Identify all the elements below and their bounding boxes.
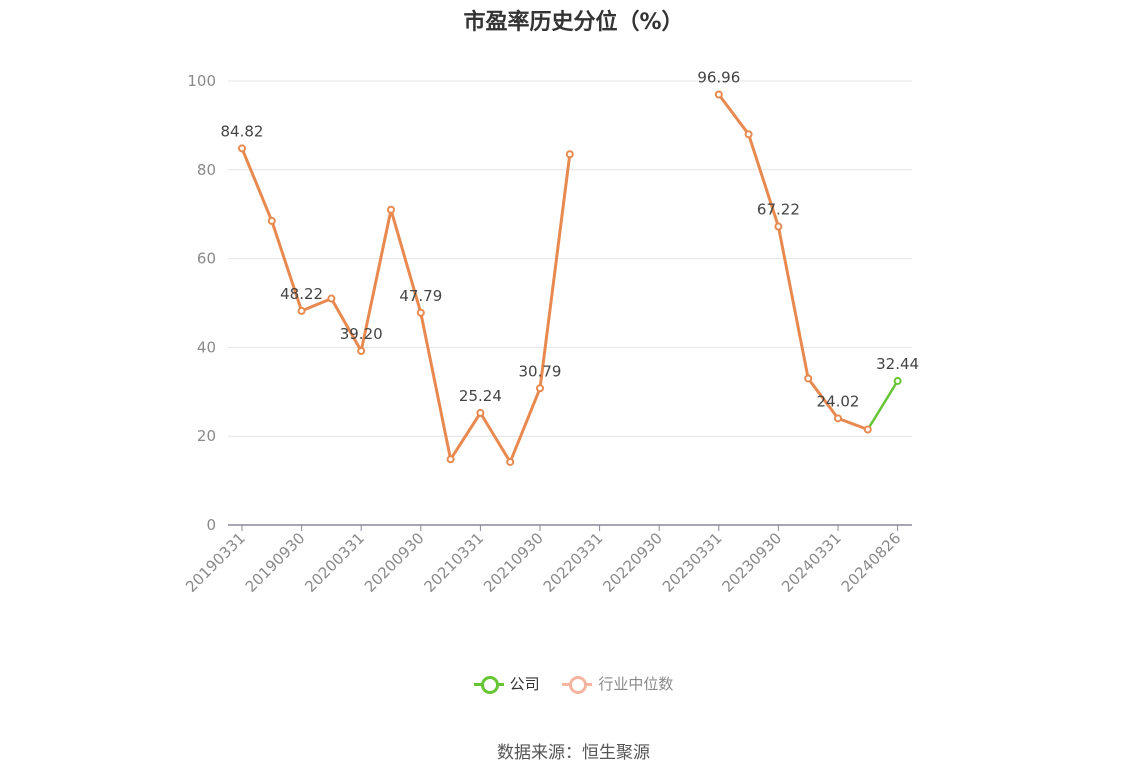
industry-data-point [565,150,574,159]
x-tick-label: 20220930 [599,529,666,596]
industry-data-point [446,455,455,464]
data-label: 32.44 [876,355,919,373]
data-label: 96.96 [697,68,740,86]
source-text: 数据来源：恒生聚源 [497,743,650,763]
data-label: 39.20 [340,325,383,343]
data-label: 30.79 [519,362,562,380]
legend-industry-label: 行业中位数 [598,675,674,693]
industry-data-point [416,308,425,317]
legend: 公司 行业中位数 [0,673,1147,698]
y-tick-label: 80 [197,161,216,179]
industry-data-point [387,205,395,214]
legend-company-swatch-icon [473,674,504,694]
legend-company-label: 公司 [509,675,540,693]
industry-series-line [240,147,572,464]
x-tick-label: 20200930 [361,529,428,596]
industry-data-point [804,374,813,383]
x-tick-label: 20200331 [301,529,368,596]
data-label: 47.79 [399,287,442,305]
industry-data-point [834,414,842,423]
data-labels: 84.82 48.22 39.20 47.79 25.24 30.79 96.96 67.22… [221,68,920,410]
industry-data-point [714,90,723,99]
industry-data-point [476,408,485,417]
x-tick-label: 20190930 [242,529,309,596]
industry-data-point [774,222,783,231]
data-label: 48.22 [280,285,323,303]
industry-data-point [863,425,872,434]
x-tick-label: 20240331 [778,529,845,596]
industry-data-point [357,346,366,355]
industry-data-point [327,294,336,303]
industry-data-point [536,384,544,393]
x-tick-label: 20240826 [838,529,905,596]
y-tick-label: 20 [197,427,216,445]
data-label: 67.22 [757,201,800,219]
x-tick-label: 20210331 [421,529,488,596]
x-tick-label: 20230930 [719,529,786,596]
x-tick-label: 20190331 [182,529,249,596]
data-label: 84.82 [221,122,264,140]
y-tick-label: 40 [197,338,216,356]
y-tick-label: 60 [197,250,216,268]
industry-data-point [744,130,753,139]
y-axis-ticks: 0 20 40 60 80 100 [187,72,216,534]
industry-series-line [717,93,869,431]
industry-data-point [267,216,276,225]
company-series-line [866,380,899,431]
chart-title: 市盈率历史分位（%） [463,10,684,35]
x-axis: 2019033120190930202003312020093020210331… [182,524,912,596]
data-label: 24.02 [817,392,860,410]
industry-data-point [506,457,515,466]
legend-industry-swatch-icon [562,674,593,694]
y-tick-label: 100 [187,72,216,90]
y-tick-label: 0 [206,516,216,534]
series-points [238,90,902,466]
legend-item-industry[interactable]: 行业中位数 [562,673,673,694]
legend-item-company[interactable]: 公司 [473,673,540,694]
x-tick-label: 20220331 [540,529,607,596]
company-data-point [893,376,902,385]
x-tick-label: 20230331 [659,529,726,596]
industry-data-point [238,144,246,153]
x-tick-label: 20210930 [480,529,547,596]
series-lines [240,93,899,464]
industry-data-point [297,306,306,315]
grid-lines [228,80,912,437]
data-label: 25.24 [459,387,502,405]
